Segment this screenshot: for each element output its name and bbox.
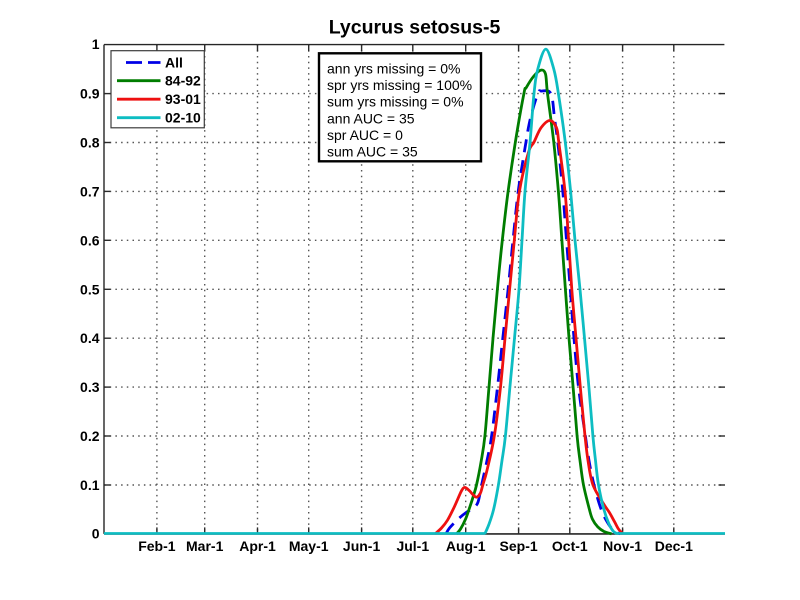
svg-text:ann AUC = 35: ann AUC = 35 — [327, 110, 415, 126]
svg-text:0.4: 0.4 — [80, 330, 100, 346]
svg-text:Apr-1: Apr-1 — [239, 538, 276, 554]
svg-text:02-10: 02-10 — [165, 110, 201, 126]
svg-text:Nov-1: Nov-1 — [603, 538, 642, 554]
svg-text:93-01: 93-01 — [165, 91, 201, 107]
svg-text:0.2: 0.2 — [80, 428, 100, 444]
svg-text:Dec-1: Dec-1 — [655, 538, 693, 554]
svg-text:Aug-1: Aug-1 — [446, 538, 486, 554]
svg-text:0.9: 0.9 — [80, 86, 100, 102]
svg-text:0.7: 0.7 — [80, 183, 100, 199]
svg-text:0: 0 — [92, 526, 100, 542]
svg-text:0.1: 0.1 — [80, 477, 100, 493]
svg-text:Lycurus setosus-5: Lycurus setosus-5 — [329, 17, 501, 39]
svg-text:Jul-1: Jul-1 — [396, 538, 429, 554]
svg-text:Mar-1: Mar-1 — [186, 538, 224, 554]
svg-text:All: All — [165, 55, 183, 71]
svg-text:Sep-1: Sep-1 — [500, 538, 538, 554]
svg-text:May-1: May-1 — [289, 538, 329, 554]
svg-text:ann yrs missing = 0%: ann yrs missing = 0% — [327, 61, 460, 77]
svg-text:spr AUC = 0: spr AUC = 0 — [327, 127, 403, 143]
svg-text:sum yrs missing = 0%: sum yrs missing = 0% — [327, 94, 464, 110]
svg-text:0.5: 0.5 — [80, 281, 100, 297]
svg-text:Jun-1: Jun-1 — [343, 538, 381, 554]
svg-text:Feb-1: Feb-1 — [138, 538, 176, 554]
svg-text:0.6: 0.6 — [80, 232, 100, 248]
svg-text:spr yrs missing = 100%: spr yrs missing = 100% — [327, 77, 472, 93]
svg-text:84-92: 84-92 — [165, 73, 201, 89]
svg-text:sum AUC = 35: sum AUC = 35 — [327, 144, 418, 160]
svg-text:1: 1 — [92, 36, 100, 52]
svg-text:Oct-1: Oct-1 — [552, 538, 588, 554]
svg-text:0.8: 0.8 — [80, 135, 100, 151]
svg-text:0.3: 0.3 — [80, 379, 100, 395]
